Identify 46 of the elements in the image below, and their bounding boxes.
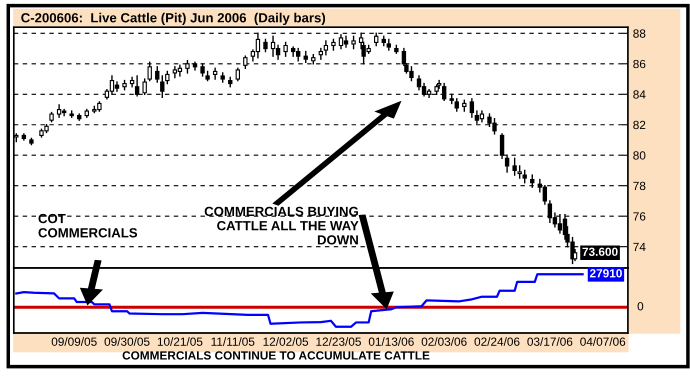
- y-tick-label: 78: [633, 182, 646, 190]
- candlestick: [454, 98, 459, 112]
- text: 73.600: [582, 248, 618, 256]
- candlestick: [130, 76, 134, 88]
- text: COMMERCIALS CONTINUE TO ACCUMULATE CATTLE: [122, 351, 430, 360]
- candlestick: [212, 68, 218, 80]
- candlestick: [236, 68, 240, 82]
- y-tick-label: 82: [633, 120, 646, 130]
- y-tick-label: 76: [633, 212, 646, 221]
- y-tick-label: 80: [633, 151, 646, 160]
- x-tick-label: 02/24/06: [474, 337, 520, 346]
- x-tick-label: 03/17/06: [527, 337, 572, 346]
- y-tick-label: 88: [633, 29, 646, 38]
- candlestick: [263, 38, 268, 52]
- candlestick: [470, 98, 474, 118]
- candlestick: [205, 70, 210, 82]
- x-tick-label: 09/30/05: [104, 337, 150, 346]
- candlestick: [318, 48, 324, 60]
- candlestick: [462, 100, 466, 112]
- annotation: COMMERCIALS BUYING CATTLE ALL THE WAY DOWN: [204, 206, 359, 245]
- candlestick: [517, 165, 522, 179]
- x-tick-label: 12/02/05: [264, 337, 308, 346]
- x-tick-label: 04/07/06: [580, 337, 626, 346]
- candlestick: [304, 50, 308, 63]
- candlestick: [331, 38, 336, 51]
- candlestick: [122, 80, 127, 90]
- x-tick-label: 12/23/05: [316, 337, 361, 346]
- candlestick: [386, 38, 391, 51]
- y-tick-label: 84: [633, 90, 646, 99]
- candlestick: [324, 40, 328, 56]
- chart-title: C-200606: Live Cattle (Pit) Jun 2006 (Daily bars): [21, 12, 326, 26]
- candlestick: [228, 76, 232, 88]
- annotation: 27910: [590, 269, 622, 278]
- y-tick-label: 86: [633, 60, 646, 68]
- candlestick: [283, 42, 288, 57]
- candlestick: [382, 36, 386, 46]
- y-tick-label: 74: [633, 242, 646, 251]
- annotation: COT COMMERCIALS: [38, 214, 138, 238]
- text: 0: [638, 302, 644, 310]
- x-tick-label: 11/11/05: [212, 337, 254, 346]
- x-tick-label: 01/13/06: [368, 337, 414, 346]
- candlestick: [220, 72, 225, 83]
- candlestick: [165, 70, 170, 84]
- x-tick-label: 09/09/05: [52, 337, 97, 346]
- x-tick-label: 10/21/05: [158, 337, 202, 346]
- x-tick-label: 02/03/06: [422, 337, 467, 346]
